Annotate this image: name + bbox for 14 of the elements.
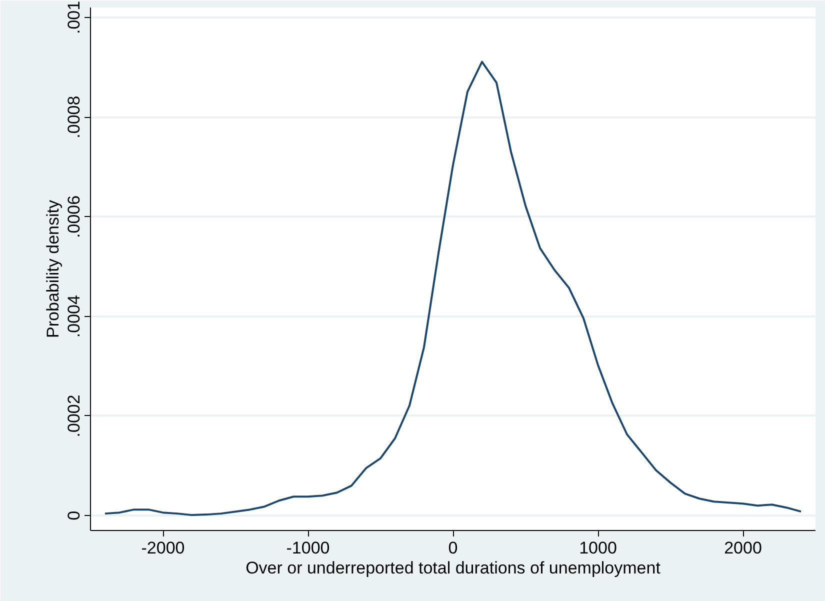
line-series [104, 60, 802, 516]
x-axis-title: Over or underreported total durations of unemployment [246, 558, 661, 578]
x-tick-label: 2000 [724, 538, 762, 558]
y-tick-label: .0004 [64, 295, 84, 338]
x-tick-label: 0 [448, 538, 458, 558]
y-tick-label: .0002 [64, 394, 84, 438]
y-tick-label: 0 [64, 510, 84, 520]
y-tick-label: .0006 [64, 195, 84, 238]
x-tick-label: -2000 [141, 538, 185, 558]
x-tick-label: -1000 [286, 538, 330, 558]
y-tick-label: .001 [64, 0, 84, 34]
x-tick-label: 1000 [579, 538, 617, 558]
y-axis-title: Probability density [44, 200, 62, 338]
y-tick-label: .0008 [64, 96, 84, 138]
